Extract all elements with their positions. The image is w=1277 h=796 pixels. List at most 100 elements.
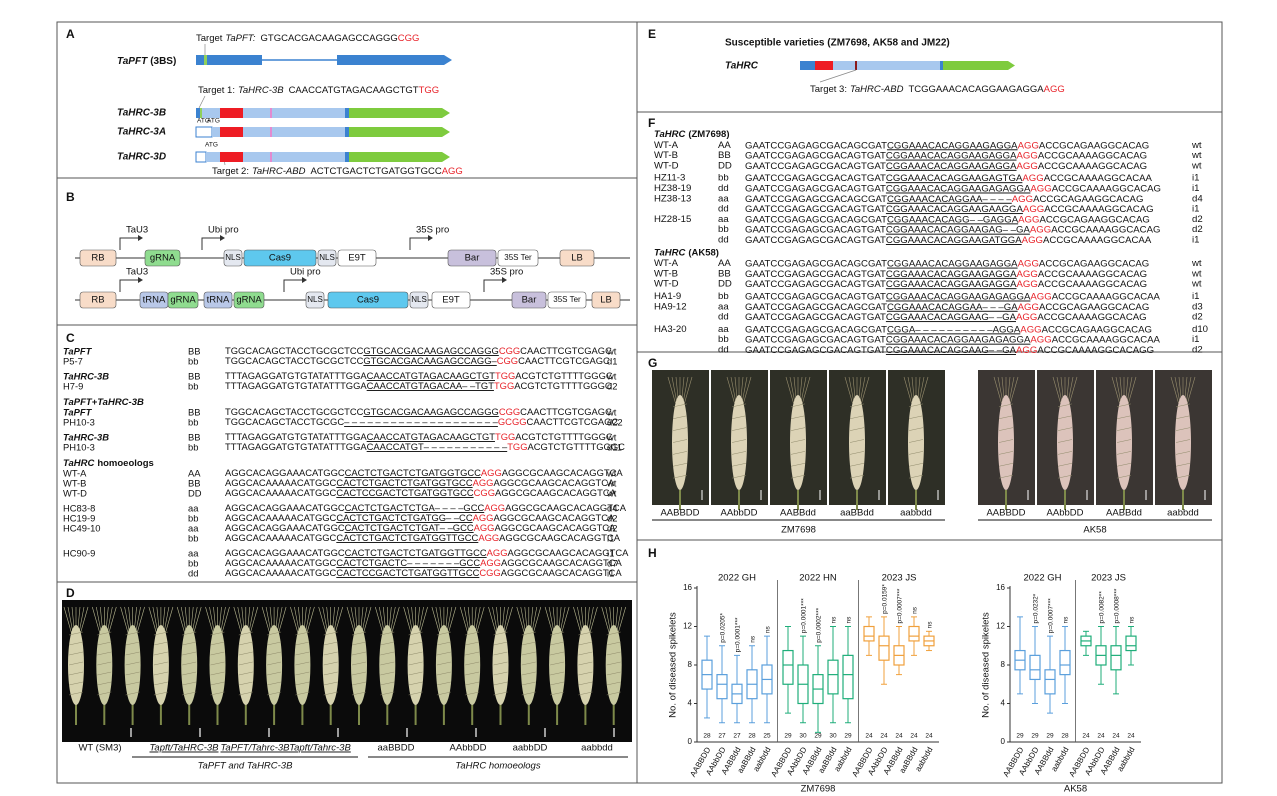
genotype: dd [718, 345, 729, 356]
spikelet [1057, 474, 1073, 479]
mutation-type: i1 [1192, 173, 1199, 184]
box [782, 649, 794, 685]
spikelet [578, 691, 593, 696]
mutation-type: d22 [607, 416, 623, 427]
awn [220, 606, 226, 634]
sample-name: HZ11-3 [654, 173, 685, 184]
text-part: GAATCCGAGAGCGACAGCGAT [745, 193, 887, 204]
box [1125, 635, 1137, 652]
spike [577, 625, 594, 705]
mutation-type: i1 [607, 547, 614, 558]
text-part: TGGCACAGCTACCTGCGCTCC [225, 355, 364, 366]
genotype-label: AAbbDD [721, 508, 758, 519]
awn [276, 606, 283, 634]
awn [531, 606, 538, 634]
sample-size: 29 [784, 733, 792, 740]
text-part: Target 2: [212, 166, 249, 177]
spikelet [125, 631, 140, 636]
awn [435, 606, 442, 634]
awn [504, 606, 513, 634]
panel-label: B [66, 190, 75, 204]
awn [237, 606, 244, 634]
genotype: aa [718, 324, 729, 335]
spikelet [465, 641, 480, 646]
text-part: GTGCACGACAAGAGCCAGGG [261, 33, 398, 44]
awn [492, 606, 498, 634]
spikelet [672, 463, 688, 467]
text-part: GAATCCGAGAGCGACAGCGAT [745, 258, 887, 269]
text-part: CACTCTGACTCTGATGGTTGCC [345, 547, 487, 558]
photo-background [62, 600, 632, 742]
sequence: TGGCACAGCTACCTGCGC– – – – – – – – – – – … [225, 416, 618, 427]
sequence: AGGCACAAAAACATGGCCACTCTGACTCTGATGGTTGCCA… [225, 532, 621, 543]
arrowhead [220, 235, 225, 241]
spikelet [351, 691, 367, 696]
box [716, 674, 728, 700]
spikelet [210, 671, 225, 676]
sequence: GAATCCGAGAGCGACAGTGATCGGAAACACAGGAAGAGAG… [745, 334, 1161, 345]
start-codon: ATG [207, 118, 220, 125]
arrowhead [302, 277, 307, 283]
spike [492, 625, 509, 705]
mutation-type: wt [1191, 279, 1202, 290]
text-part: Target 3: [810, 84, 847, 95]
genotype-label: aabbdd [900, 508, 932, 519]
spike [605, 625, 622, 705]
awn [903, 376, 912, 404]
text-part: GAATCCGAGAGCGACAGTGAT [745, 345, 886, 356]
genotype: aa [188, 522, 199, 533]
awn [1067, 376, 1074, 404]
text-part: CGGAAACACAGGAAGAGGA [887, 258, 1018, 269]
text-part: GAATCCGAGAGCGACAGTGAT [745, 268, 886, 279]
text-part: TGGCACAGCTACCTGCGCTCC [225, 406, 364, 417]
spikelet [210, 681, 225, 686]
spike [790, 395, 806, 490]
sample-size: 30 [829, 733, 837, 740]
spikelet [267, 631, 282, 636]
mutation-type: d4 [607, 502, 617, 513]
genotype: DD [718, 160, 732, 171]
text-part: AGGCACAGGAAACATGGC [225, 467, 345, 478]
sequence: GAATCCGAGAGCGACAGCGATCGGAAACACAGGAAGAGGA… [745, 140, 1149, 151]
spikelet [790, 463, 806, 467]
spikelet [182, 691, 197, 696]
target-sequence: Target 2: TaHRC-ABD ACTCTGACTCTGATGGTGCCAG… [212, 166, 463, 177]
awn [488, 606, 497, 634]
text-part: CGGAAACACAGGAA– – – – [887, 193, 1012, 204]
sample-name: H7-9 [63, 380, 83, 391]
spikelet [790, 403, 806, 408]
promoter-arrow [483, 279, 502, 292]
spike [1175, 395, 1191, 490]
spikelet [153, 631, 168, 636]
construct-element [447, 249, 497, 267]
spikelet [465, 671, 480, 676]
awn [148, 606, 157, 634]
spikelet [408, 691, 423, 696]
spikelet [68, 691, 84, 696]
awn [785, 376, 794, 404]
spikelet [465, 651, 480, 656]
sample-name: WT-B [654, 268, 678, 279]
text-part: ACGTCTGTTTTGGGC [514, 380, 612, 391]
spikelet [97, 691, 112, 696]
spikelet [323, 691, 338, 696]
awn [375, 606, 384, 634]
sequence: AGGCACAGGAAACATGGCCACTCTGACTCTGATGGTGCCA… [225, 467, 623, 478]
text-part: AGG [1044, 84, 1065, 95]
spikelet [323, 641, 338, 646]
spikelet [1175, 474, 1191, 479]
spikelet [493, 661, 508, 666]
awn [559, 606, 566, 634]
spikelet [849, 403, 865, 408]
awn [605, 606, 611, 634]
spikelet [672, 427, 688, 431]
sample-name: P5-7 [63, 355, 83, 366]
awn [67, 606, 74, 634]
spikelet [550, 671, 565, 676]
spikelet [1175, 427, 1191, 431]
construct-element [144, 249, 181, 267]
text-part: – – – – – – – – – – – – – – – – – – – – [344, 416, 499, 427]
genotype: BB [718, 268, 731, 279]
figure-frame [56, 21, 1223, 784]
genotype: dd [718, 183, 729, 194]
